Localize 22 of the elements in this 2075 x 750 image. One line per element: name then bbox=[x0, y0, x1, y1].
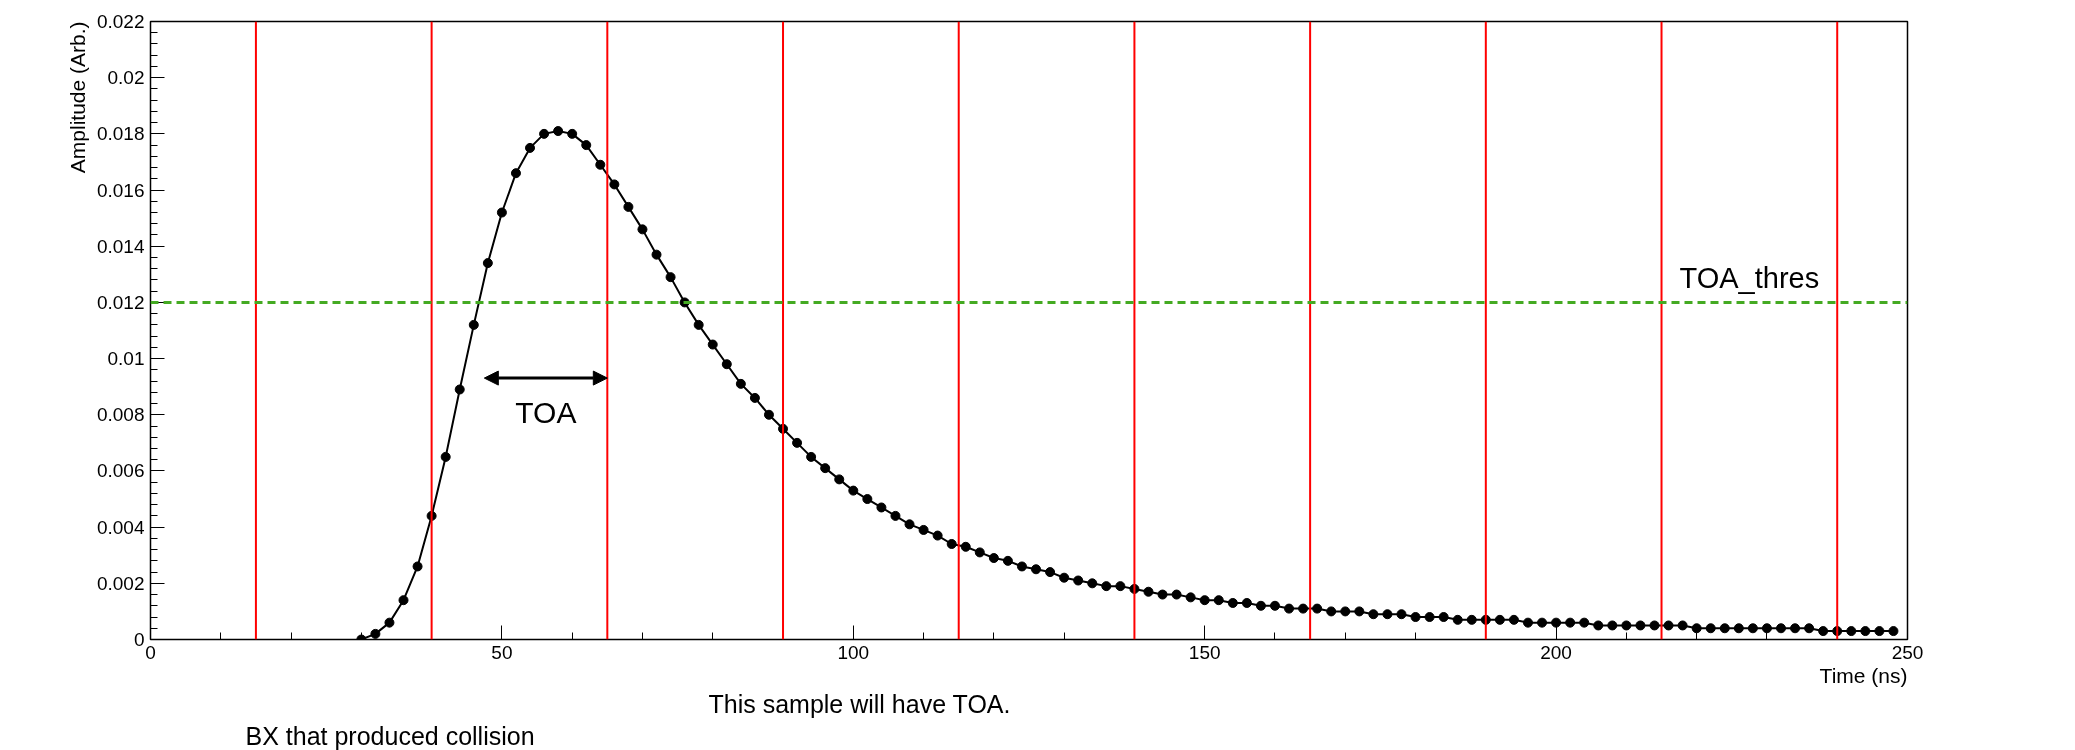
x-tick-label: 100 bbox=[837, 641, 870, 663]
y-tick-label: 0.008 bbox=[96, 404, 145, 426]
ref-line-label: TOA_thres bbox=[1679, 262, 1820, 295]
y-tick-label: 0.004 bbox=[96, 516, 145, 538]
y-tick-label: 0.018 bbox=[96, 123, 145, 145]
y-axis-title: Amplitude (Arb.) bbox=[65, 21, 89, 174]
y-tick-label: 0.01 bbox=[107, 348, 145, 370]
text: BX that produced collision bbox=[245, 721, 535, 750]
x-tick-label: 250 bbox=[1891, 641, 1924, 663]
y-tick-label: 0.022 bbox=[96, 11, 145, 32]
y-tick-label: 0.012 bbox=[96, 291, 145, 313]
y-tick-label: 0.014 bbox=[96, 235, 145, 257]
x-tick-label: 50 bbox=[491, 641, 513, 663]
annotation: TOA bbox=[515, 396, 577, 430]
x-tick-label: 200 bbox=[1540, 641, 1572, 663]
y-tick-label: 0.02 bbox=[107, 67, 145, 89]
x-axis-title: Time (ns) bbox=[1819, 663, 1908, 687]
x-tick-label: 150 bbox=[1188, 641, 1221, 663]
text: This sample will have TOA. bbox=[708, 689, 1011, 718]
y-tick-label: 0.006 bbox=[96, 460, 145, 482]
y-tick-label: 0.016 bbox=[96, 179, 145, 201]
y-tick-label: 0.002 bbox=[96, 572, 145, 594]
